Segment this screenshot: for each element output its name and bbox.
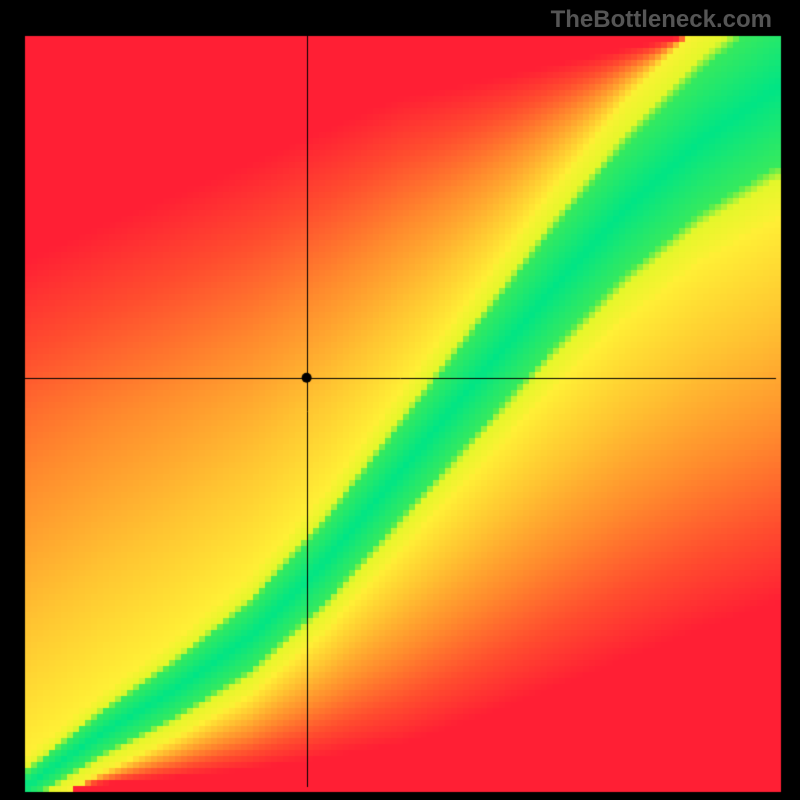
- bottleneck-heatmap: [0, 0, 800, 800]
- watermark-text: TheBottleneck.com: [551, 6, 772, 34]
